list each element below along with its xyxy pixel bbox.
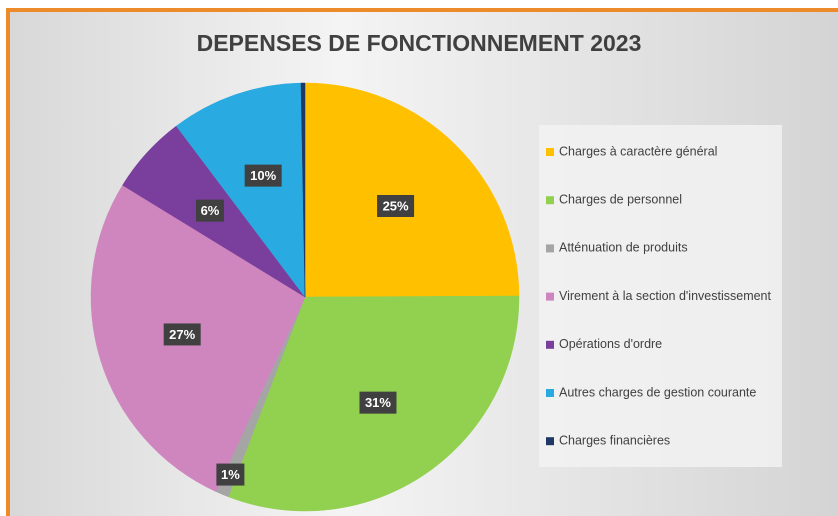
legend-swatch	[546, 437, 554, 446]
data-label-box	[244, 164, 282, 187]
legend-swatch	[546, 340, 554, 349]
legend-label: Atténuation de produits	[559, 241, 688, 255]
data-label-box	[163, 323, 201, 346]
data-label: 6%	[201, 203, 220, 218]
legend-label: Virement à la section d'investissement	[559, 289, 772, 303]
legend-swatch	[546, 148, 554, 156]
data-label: 25%	[383, 198, 409, 213]
chart-title: DEPENSES DE FONCTIONNEMENT 2023	[197, 30, 642, 56]
data-label: 31%	[365, 395, 391, 410]
data-label-box	[216, 463, 245, 486]
data-label: 10%	[250, 168, 276, 183]
legend-swatch	[546, 244, 554, 253]
legend-label: Charges à caractère général	[559, 144, 717, 158]
pie-slice	[304, 82, 520, 298]
legend-swatch	[546, 196, 554, 205]
legend-box	[539, 125, 782, 467]
data-label: 27%	[169, 327, 195, 342]
data-label: 1%	[221, 467, 240, 482]
data-label-box	[195, 199, 224, 222]
legend-swatch	[546, 292, 554, 301]
data-label-box	[377, 194, 415, 217]
data-label-box	[359, 391, 397, 414]
legend-label: Charges de personnel	[559, 192, 682, 206]
pie-slice	[175, 82, 306, 298]
legend-label: Charges financières	[559, 433, 670, 447]
legend-label: Opérations d'ordre	[559, 337, 662, 351]
legend-label: Autres charges de gestion courante	[559, 385, 756, 399]
legend-swatch	[546, 389, 554, 397]
pie-slice	[300, 82, 306, 298]
